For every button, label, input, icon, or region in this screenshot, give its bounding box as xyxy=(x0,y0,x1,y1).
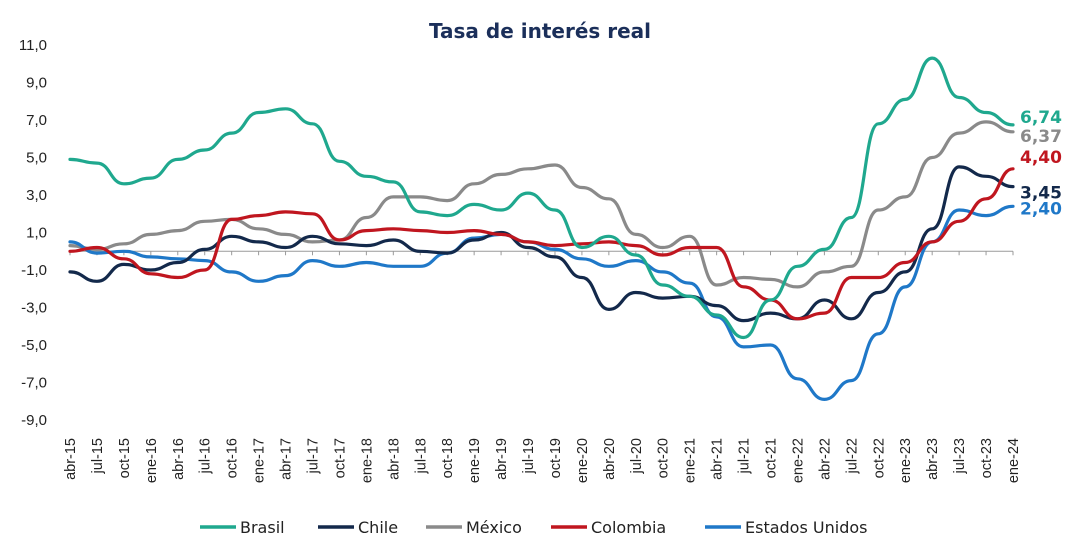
y-tick-label: 11,0 xyxy=(19,37,47,54)
x-tick-label: jul-21 xyxy=(737,438,753,474)
x-tick-label: abr-17 xyxy=(279,438,295,480)
x-tick-label: oct-16 xyxy=(225,438,241,478)
x-tick-label: oct-15 xyxy=(117,438,133,478)
x-tick-label: ene-19 xyxy=(467,438,483,483)
x-tick-label: oct-20 xyxy=(656,438,672,478)
x-tick-label: abr-21 xyxy=(710,438,726,480)
x-tick-label: jul-22 xyxy=(844,438,860,474)
x-tick-label: abr-18 xyxy=(386,438,402,480)
legend: Brasil Chile México Colombia Estados Unidos xyxy=(200,518,867,537)
end-label-value: 6,37 xyxy=(1020,127,1062,147)
series-lines xyxy=(68,56,1015,401)
legend-label: Estados Unidos xyxy=(745,518,867,537)
x-tick-label: jul-18 xyxy=(413,438,429,474)
y-tick-label: -1,0 xyxy=(21,262,47,279)
legend-label: Colombia xyxy=(591,518,666,537)
x-tick-label: ene-20 xyxy=(575,438,591,483)
end-label-value: 3,45 xyxy=(1020,184,1062,204)
x-tick-label: jul-15 xyxy=(90,438,106,474)
x-tick-label: abr-22 xyxy=(817,438,833,480)
y-tick-label: -3,0 xyxy=(21,300,47,317)
x-tick-label: oct-17 xyxy=(332,438,348,478)
series-line-estados-unidos xyxy=(68,204,1015,401)
x-tick-label: jul-23 xyxy=(952,438,968,474)
end-label-value: 4,40 xyxy=(1020,148,1062,168)
x-tick-label: jul-17 xyxy=(305,438,321,474)
y-tick-label: -9,0 xyxy=(21,412,47,429)
x-tick-label: jul-19 xyxy=(521,438,537,474)
end-label-value: 2,40 xyxy=(1020,199,1062,219)
x-tick-label: ene-24 xyxy=(1006,438,1022,483)
x-tick-label: oct-19 xyxy=(548,438,564,478)
x-tick-label: jul-16 xyxy=(198,438,214,474)
x-tick-label: oct-22 xyxy=(871,438,887,478)
y-tick-label: 7,0 xyxy=(26,112,47,129)
x-tick-label: oct-21 xyxy=(764,438,780,478)
x-tick-label: oct-23 xyxy=(979,438,995,478)
x-tick-label: abr-16 xyxy=(171,438,187,480)
y-axis: 11,0 9,0 7,0 5,0 3,0 1,0 -1,0 -3,0 -5,0 -7,0 -9,0 xyxy=(19,37,47,429)
legend-label: Brasil xyxy=(240,518,285,537)
x-tick-label: ene-16 xyxy=(144,438,160,483)
x-tick-label: ene-22 xyxy=(790,438,806,483)
x-tick-label: abr-19 xyxy=(494,438,510,480)
series-line-brasil xyxy=(68,56,1015,340)
series-line-chile xyxy=(68,165,1015,323)
x-tick-label: ene-17 xyxy=(252,438,268,483)
x-tick-label: ene-18 xyxy=(359,438,375,483)
x-tick-label: abr-23 xyxy=(925,438,941,480)
end-label-value: 6,74 xyxy=(1020,108,1062,128)
y-tick-label: 1,0 xyxy=(26,225,47,242)
x-tick-label: abr-20 xyxy=(602,438,618,480)
y-tick-label: 9,0 xyxy=(26,75,47,92)
x-tick-label: oct-18 xyxy=(440,438,456,478)
legend-label: Chile xyxy=(358,518,398,537)
x-tick-label: jul-20 xyxy=(629,438,645,474)
x-tick-label: ene-21 xyxy=(683,438,699,483)
y-tick-label: 5,0 xyxy=(26,150,47,167)
x-axis: abr-15 jul-15 oct-15 ene-16 abr-16 jul-16 oct-… xyxy=(63,251,1022,483)
x-tick-label: abr-15 xyxy=(63,438,79,480)
x-tick-label: ene-23 xyxy=(898,438,914,483)
y-tick-label: 3,0 xyxy=(26,187,47,204)
y-tick-label: -5,0 xyxy=(21,337,47,354)
end-labels: 6,74 3,45 6,374,40 2,40 xyxy=(1020,108,1062,219)
series-line-colombia xyxy=(68,167,1015,321)
legend-label: México xyxy=(466,518,522,537)
chart-title: Tasa de interés real xyxy=(429,19,651,43)
y-tick-label: -7,0 xyxy=(21,375,47,392)
